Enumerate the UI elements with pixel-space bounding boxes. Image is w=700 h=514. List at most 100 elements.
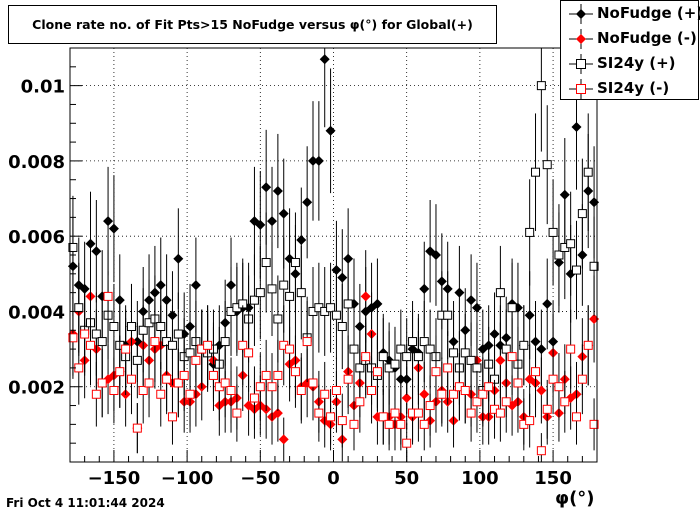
data-point xyxy=(355,397,365,407)
data-point xyxy=(326,412,336,422)
data-point xyxy=(583,340,593,350)
data-point xyxy=(478,389,488,399)
data-point xyxy=(419,283,430,294)
data-point xyxy=(413,352,423,362)
data-point xyxy=(471,302,482,313)
data-point xyxy=(554,250,564,260)
legend: NoFudge (+) NoFudge (-) SI24y (+) SI24y … xyxy=(560,0,700,100)
data-point xyxy=(290,258,300,268)
data-point xyxy=(325,125,336,136)
x-tick-label: 0 xyxy=(327,468,340,489)
data-point xyxy=(466,295,477,306)
data-point xyxy=(114,295,125,306)
data-point xyxy=(548,227,558,237)
y-tick-label: 0.002 xyxy=(8,378,65,399)
x-tick-label: −150 xyxy=(88,468,141,489)
data-point xyxy=(68,242,78,252)
data-point xyxy=(296,234,307,245)
data-point xyxy=(156,322,166,332)
data-point xyxy=(320,389,330,399)
data-point xyxy=(419,419,429,429)
data-point xyxy=(331,310,341,320)
data-point xyxy=(144,378,154,388)
data-point xyxy=(255,382,265,392)
data-point xyxy=(384,419,394,429)
data-point xyxy=(495,288,505,298)
data-point xyxy=(466,408,476,418)
data-point xyxy=(402,438,412,448)
data-point xyxy=(220,378,230,388)
data-point xyxy=(495,355,506,366)
data-point xyxy=(272,408,283,419)
data-point xyxy=(460,348,470,358)
data-point xyxy=(109,322,119,332)
data-point xyxy=(495,408,505,418)
axes: −150 −100 −50 0 50 100 150 0.002 0.004 0.006 0.008… xyxy=(8,47,598,489)
data-point xyxy=(261,370,271,380)
data-point xyxy=(285,344,295,354)
data-point xyxy=(542,404,552,414)
data-point xyxy=(425,344,435,354)
data-point xyxy=(443,310,453,320)
data-point xyxy=(337,416,347,426)
data-point xyxy=(97,337,107,347)
data-point xyxy=(360,291,371,302)
x-tick-label: 50 xyxy=(394,468,419,489)
data-point xyxy=(460,385,470,395)
data-point xyxy=(296,385,306,395)
data-point xyxy=(91,329,101,339)
legend-label: SI24y (-) xyxy=(597,79,670,97)
x-tick-label: 150 xyxy=(534,468,572,489)
data-point xyxy=(261,182,272,193)
data-point xyxy=(466,355,476,365)
data-point xyxy=(519,340,529,350)
data-point xyxy=(208,370,218,380)
data-point xyxy=(238,340,248,350)
data-point xyxy=(138,325,148,335)
data-point xyxy=(402,352,412,362)
data-point xyxy=(396,344,406,354)
data-point xyxy=(443,363,453,373)
data-point xyxy=(507,303,517,313)
data-point xyxy=(589,419,599,429)
data-point xyxy=(331,385,341,395)
data-point xyxy=(349,419,359,429)
data-point xyxy=(531,167,541,177)
data-point xyxy=(179,370,189,380)
data-point xyxy=(437,389,447,399)
data-point xyxy=(319,54,330,65)
data-point xyxy=(103,216,114,227)
data-point xyxy=(536,344,547,355)
data-point xyxy=(91,246,102,257)
data-point xyxy=(115,367,125,377)
data-point xyxy=(150,337,160,347)
data-point xyxy=(431,367,441,377)
data-point xyxy=(589,197,600,208)
data-point xyxy=(513,378,523,388)
x-tick-label: −50 xyxy=(240,468,280,489)
filled-diamond-marker-icon xyxy=(569,29,593,49)
data-point xyxy=(108,223,119,234)
data-point xyxy=(85,340,95,350)
legend-label: NoFudge (+) xyxy=(597,4,700,22)
data-point xyxy=(156,389,166,399)
data-point xyxy=(542,160,552,170)
data-point xyxy=(472,397,482,407)
data-point xyxy=(419,389,430,400)
data-point xyxy=(489,329,500,340)
data-point xyxy=(220,337,230,347)
data-point xyxy=(372,367,382,377)
data-point xyxy=(80,329,90,339)
data-point xyxy=(173,253,184,264)
data-point xyxy=(249,393,259,403)
data-point xyxy=(354,321,365,332)
x-tick-label: −100 xyxy=(161,468,214,489)
data-point xyxy=(390,359,400,369)
data-point xyxy=(413,408,423,418)
data-point xyxy=(185,389,195,399)
data-point xyxy=(572,265,582,275)
data-point xyxy=(542,298,553,309)
data-point xyxy=(173,329,183,339)
data-point xyxy=(372,298,383,309)
data-point xyxy=(337,322,347,332)
